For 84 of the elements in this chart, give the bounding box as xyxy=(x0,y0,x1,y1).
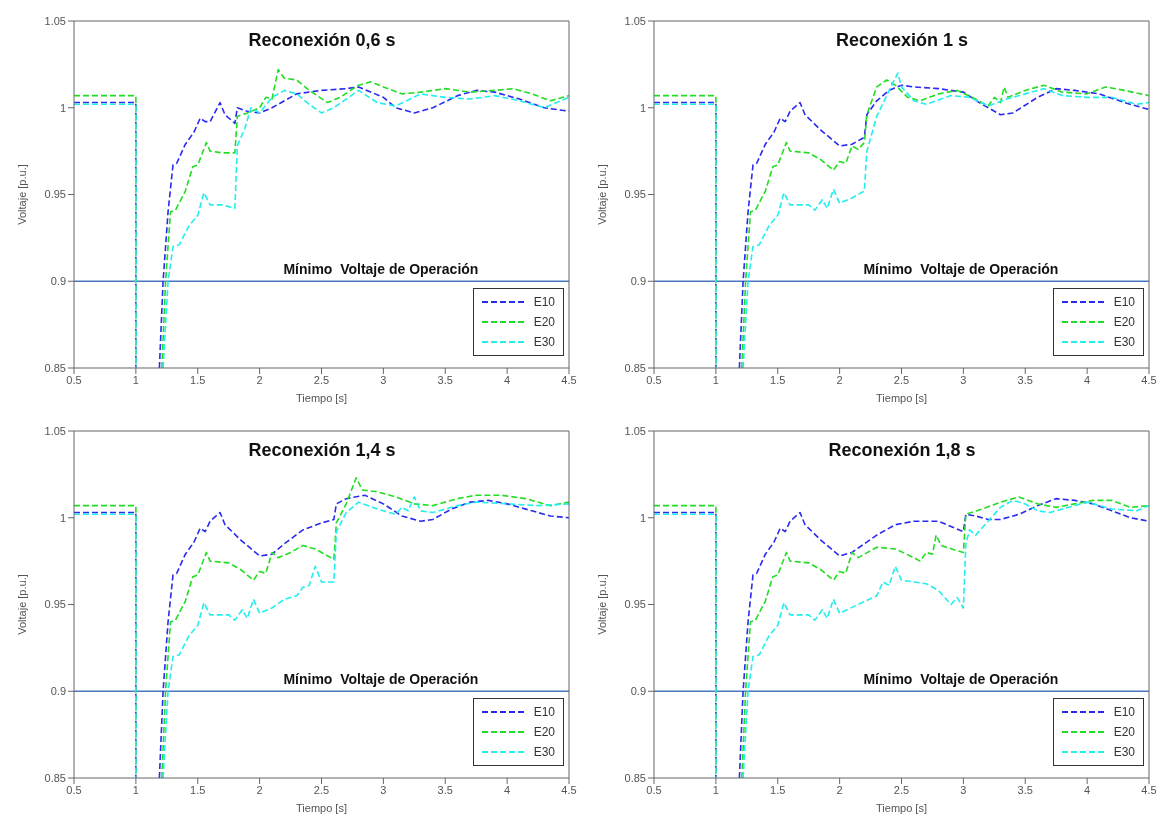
y-axis-title: Voltaje [p.u.] xyxy=(595,574,608,635)
y-axis-title: Voltaje [p.u.] xyxy=(595,164,608,225)
x-tick-label: 1.5 xyxy=(190,783,206,796)
x-tick-label: 2.5 xyxy=(893,373,910,386)
y-axis-title: Voltaje [p.u.] xyxy=(15,574,28,635)
x-tick-label: 2.5 xyxy=(313,373,330,386)
y-axis-title: Voltaje [p.u.] xyxy=(15,164,28,225)
x-tick-label: 4.5 xyxy=(561,783,577,796)
y-tick-label: 1 xyxy=(639,511,646,524)
x-tick-label: 4.5 xyxy=(1141,373,1157,386)
x-tick-label: 1.5 xyxy=(770,783,786,796)
y-tick-label: 0.95 xyxy=(624,598,646,611)
x-tick-label: 3.5 xyxy=(437,783,453,796)
x-tick-label: 1 xyxy=(712,783,719,796)
legend-label: E10 xyxy=(1113,704,1135,721)
ref-line-label: Mínimo Voltaje de Operación xyxy=(863,671,1059,688)
legend-label: E10 xyxy=(533,704,555,721)
x-tick-label: 1 xyxy=(712,373,719,386)
x-tick-label: 2 xyxy=(256,783,263,796)
y-tick-label: 0.9 xyxy=(50,685,66,698)
x-tick-label: 3.5 xyxy=(1017,373,1033,386)
y-tick-label: 0.95 xyxy=(44,598,66,611)
x-tick-label: 2.5 xyxy=(313,783,330,796)
y-tick-label: 1.05 xyxy=(44,14,66,27)
text: Reconexión 1 s xyxy=(834,30,969,51)
y-tick-label: 1 xyxy=(639,101,646,114)
x-tick-label: 3 xyxy=(960,373,967,386)
legend-label: E10 xyxy=(1113,294,1135,311)
x-tick-label: 2.5 xyxy=(893,783,910,796)
legend-label: E30 xyxy=(533,334,555,351)
x-axis-title: Tiempo [s] xyxy=(296,802,347,814)
y-tick-label: 0.9 xyxy=(50,275,66,288)
y-tick-label: 0.85 xyxy=(44,771,66,784)
y-tick-label: 1 xyxy=(59,511,66,524)
y-tick-label: 1.05 xyxy=(624,424,646,437)
y-tick-label: 0.85 xyxy=(624,771,646,784)
x-tick-label: 4 xyxy=(504,373,511,386)
x-tick-label: 1 xyxy=(132,783,139,796)
y-tick-label: 1.05 xyxy=(624,14,646,27)
text: Reconexión 1,8 s xyxy=(827,440,977,461)
legend-label: E20 xyxy=(1113,314,1135,331)
y-tick-label: 1 xyxy=(59,101,66,114)
y-tick-label: 0.95 xyxy=(624,188,646,201)
x-tick-label: 4 xyxy=(1084,783,1091,796)
x-tick-label: 3 xyxy=(380,373,387,386)
legend-label: E20 xyxy=(533,724,555,741)
x-tick-label: 3.5 xyxy=(1017,783,1033,796)
x-tick-label: 2 xyxy=(836,373,843,386)
legend-label: E30 xyxy=(533,744,555,761)
x-tick-label: 3 xyxy=(960,783,967,796)
x-tick-label: 4.5 xyxy=(561,373,577,386)
y-tick-label: 0.85 xyxy=(624,361,646,374)
x-tick-label: 0.5 xyxy=(66,783,82,796)
x-tick-label: 3.5 xyxy=(437,373,453,386)
x-tick-label: 2 xyxy=(836,783,843,796)
x-tick-label: 4 xyxy=(1084,373,1091,386)
x-axis-title: Tiempo [s] xyxy=(876,802,927,814)
x-tick-label: 2 xyxy=(256,373,263,386)
text: Reconexión 1,4 s xyxy=(247,440,397,461)
legend-label: E10 xyxy=(533,294,555,311)
x-tick-label: 4.5 xyxy=(1141,783,1157,796)
y-tick-label: 0.95 xyxy=(44,188,66,201)
x-axis-title: Tiempo [s] xyxy=(296,392,347,404)
y-tick-label: 1.05 xyxy=(44,424,66,437)
x-tick-label: 4 xyxy=(504,783,511,796)
x-tick-label: 0.5 xyxy=(66,373,82,386)
x-tick-label: 1.5 xyxy=(770,373,786,386)
x-tick-label: 3 xyxy=(380,783,387,796)
ref-line-label: Mínimo Voltaje de Operación xyxy=(283,671,479,688)
legend-label: E20 xyxy=(1113,724,1135,741)
ref-line-label: Mínimo Voltaje de Operación xyxy=(863,261,1059,278)
y-tick-label: 0.9 xyxy=(630,685,646,698)
x-tick-label: 0.5 xyxy=(646,373,662,386)
x-tick-label: 1 xyxy=(132,373,139,386)
x-tick-label: 0.5 xyxy=(646,783,662,796)
legend-label: E20 xyxy=(533,314,555,331)
text: Reconexión 0,6 s xyxy=(247,30,397,51)
y-tick-label: 0.9 xyxy=(630,275,646,288)
legend-label: E30 xyxy=(1113,744,1135,761)
legend-label: E30 xyxy=(1113,334,1135,351)
x-tick-label: 1.5 xyxy=(190,373,206,386)
x-axis-title: Tiempo [s] xyxy=(876,392,927,404)
ref-line-label: Mínimo Voltaje de Operación xyxy=(283,261,479,278)
y-tick-label: 0.85 xyxy=(44,361,66,374)
